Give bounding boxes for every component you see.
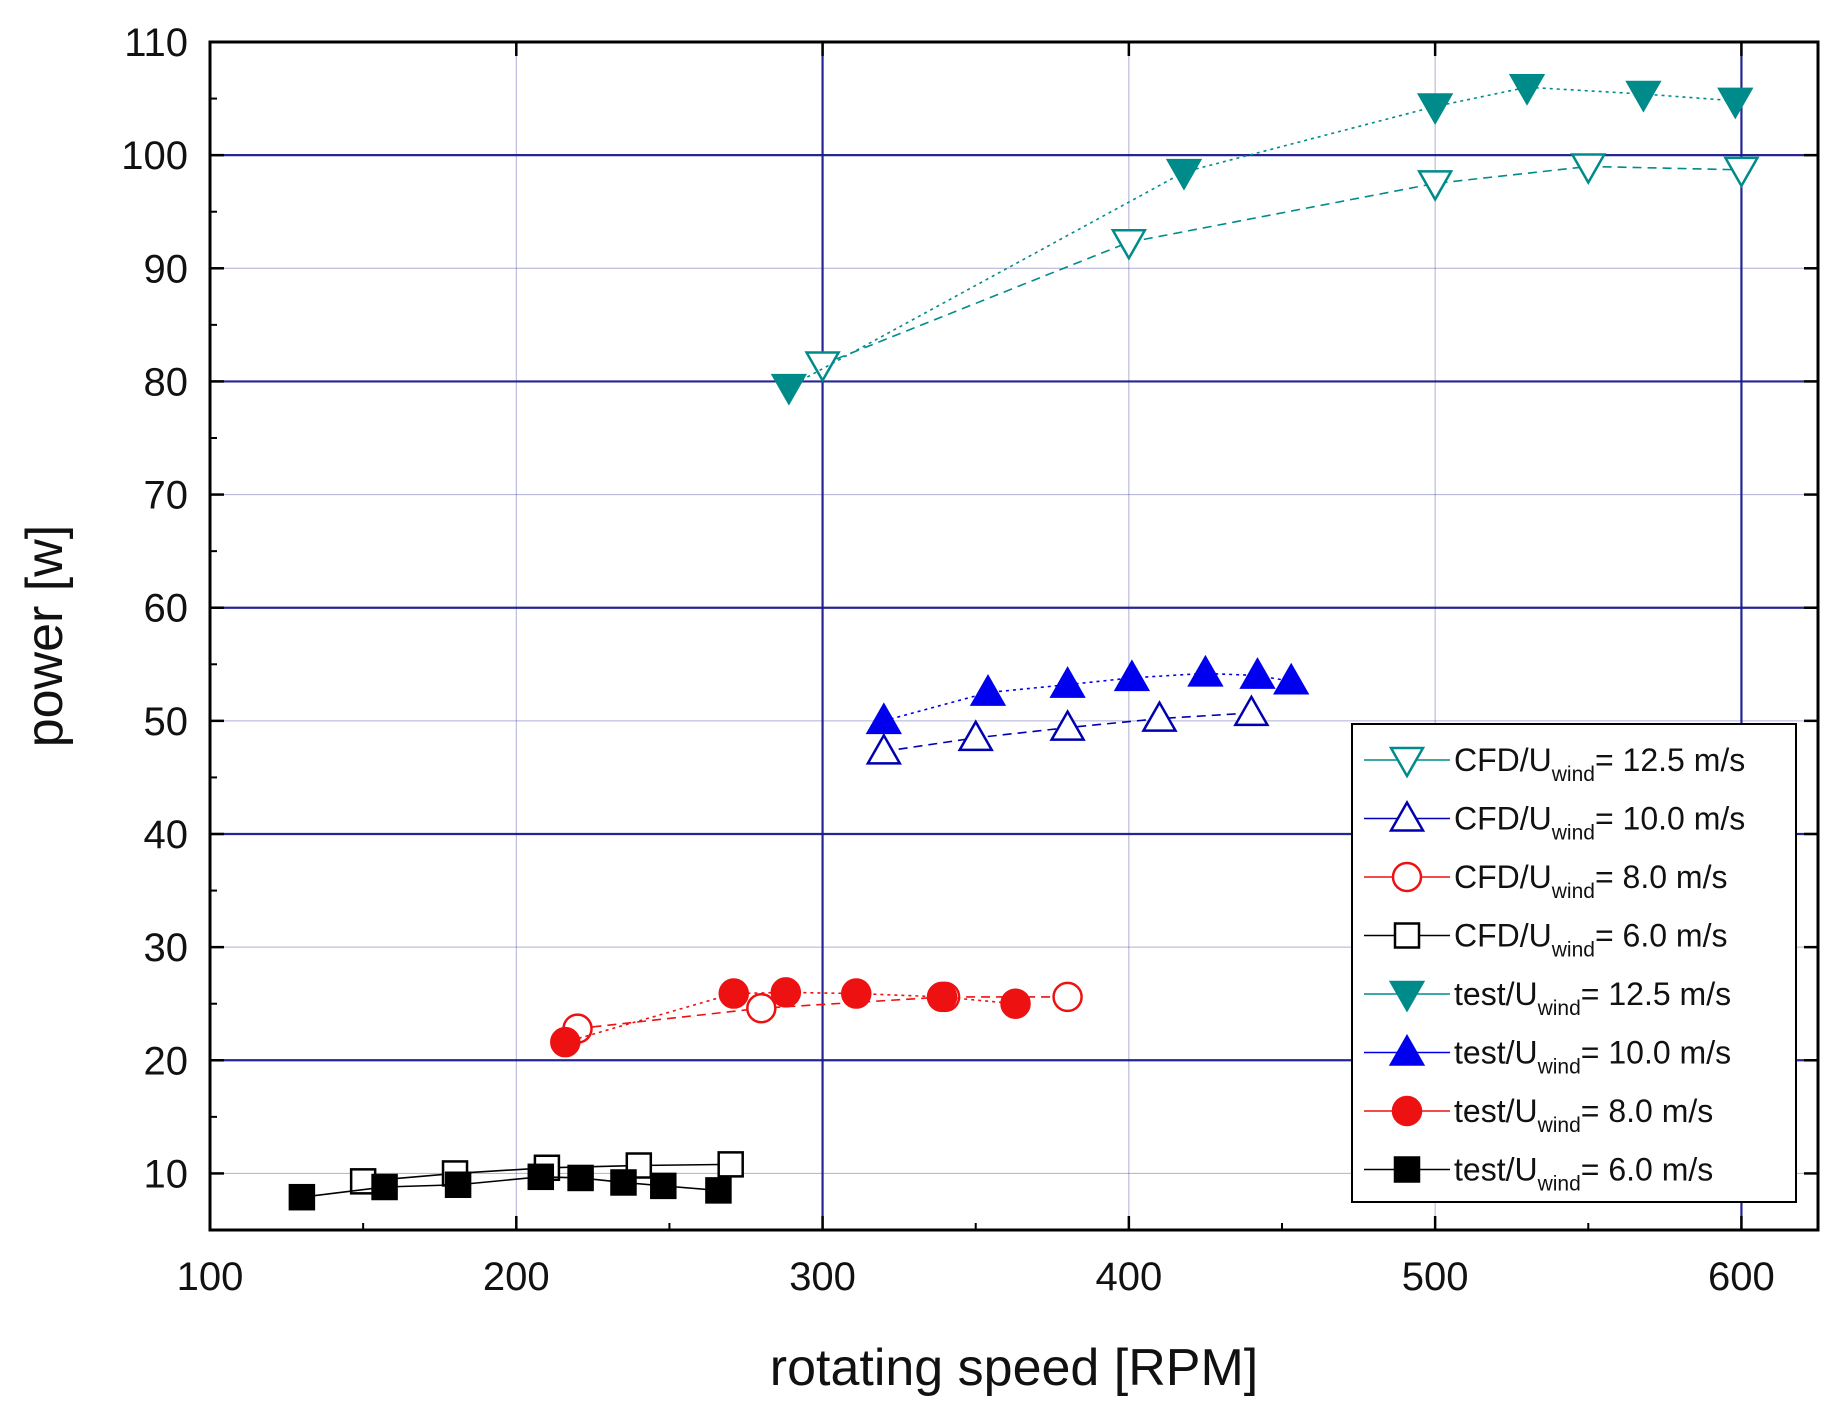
data-point [1000,988,1031,1019]
series-line [822,165,1742,366]
data-point [865,732,902,765]
x-tick-label: 400 [1095,1255,1162,1299]
legend-marker [1388,799,1426,832]
legend-entry: test/Uwind= 8.0 m/s [1364,1093,1713,1137]
legend-entry: test/Uwind= 12.5 m/s [1364,976,1731,1020]
data-point [1273,662,1310,695]
legend-entry: test/Uwind= 10.0 m/s [1364,1033,1731,1079]
data-point [1049,709,1086,741]
legend-marker [1388,980,1426,1013]
legend-entry: CFD/Uwind= 8.0 m/s [1364,859,1727,903]
legend-box [1351,723,1797,1203]
legend-label: CFD/Uwind= 6.0 m/s [1454,918,1727,962]
legend: CFD/Uwind= 12.5 m/s CFD/Uwind= 10.0 m/s CF… [1351,723,1797,1203]
legend-marker [1388,1033,1426,1066]
data-point [550,1026,581,1058]
data-point [1113,659,1151,692]
y-tick-label: 60 [144,587,189,631]
series-0 [804,153,1760,383]
series-layer [288,74,1760,1211]
legend-label: test/Uwind= 12.5 m/s [1454,976,1731,1020]
data-point [1187,654,1224,687]
series-6 [550,977,1031,1058]
data-point [650,1172,677,1200]
data-point [770,977,802,1008]
x-tick-label: 600 [1708,1255,1775,1299]
data-point [610,1169,637,1196]
legend-label: test/Uwind= 10.0 m/s [1454,1035,1731,1079]
ticks-layer: 100 200 300 400 500 600 10 20 30 40 50 60 70 80 90 100 1… [121,21,1818,1299]
x-tick-label: 200 [483,1255,550,1299]
data-point [1110,229,1148,261]
data-point [527,1163,555,1191]
y-tick-label: 30 [144,926,189,970]
data-point [371,1173,398,1201]
data-point [1233,694,1270,727]
legend-label: test/Uwind= 6.0 m/s [1454,1152,1713,1196]
legend-label: CFD/Uwind= 12.5 m/s [1454,742,1745,786]
legend-entry: CFD/Uwind= 12.5 m/s [1364,742,1745,786]
series-line [788,86,1736,388]
legend-marker [1393,1156,1421,1183]
data-point [957,719,994,752]
y-tick-label: 70 [144,474,189,518]
data-point [1239,657,1276,689]
data-point [1416,93,1454,126]
plot-frame [208,40,1820,1232]
data-point [865,702,902,735]
y-tick-label: 110 [124,21,188,65]
y-tick-label: 40 [144,813,189,857]
y-tick-label: 10 [144,1152,189,1196]
legend-label: test/Uwind= 8.0 m/s [1454,1093,1713,1137]
legend-entry: CFD/Uwind= 6.0 m/s [1364,918,1727,962]
data-point [746,992,777,1024]
data-point [1416,170,1454,202]
data-point [288,1183,316,1211]
series-5 [865,654,1310,735]
legend-marker [1393,922,1421,949]
legend-label: CFD/Uwind= 10.0 m/s [1454,801,1745,845]
legend-marker [1391,1095,1423,1127]
data-point [1141,700,1178,732]
data-point [1570,153,1607,185]
x-tick-label: 300 [789,1255,856,1299]
data-point [1717,87,1754,120]
y-tick-label: 90 [144,247,189,291]
data-point [444,1171,472,1198]
y-tick-label: 50 [144,700,189,744]
data-point [1508,74,1546,106]
data-point [1625,80,1662,113]
legend-marker [1388,746,1426,779]
data-point [804,351,841,383]
data-point [705,1177,732,1204]
data-point [770,373,808,406]
legend-entry: test/Uwind= 6.0 m/s [1364,1152,1713,1196]
x-axis-title: rotating speed [RPM] [770,1339,1258,1397]
x-tick-label: 500 [1402,1255,1469,1299]
y-axis-title: power [w] [16,525,74,748]
y-tick-label: 100 [121,134,188,178]
data-point [717,1151,744,1178]
data-point [1052,981,1083,1013]
data-point [718,978,749,1009]
data-point [1049,666,1086,698]
data-point [1723,156,1760,189]
data-point [841,978,872,1009]
data-point [1165,158,1203,191]
legend-marker [1391,861,1423,893]
x-tick-label: 100 [177,1255,244,1299]
series-1 [865,694,1270,765]
y-tick-label: 80 [144,360,189,404]
data-point [567,1164,594,1192]
series-4 [770,74,1754,406]
y-tick-label: 20 [144,1039,189,1083]
legend-entry: CFD/Uwind= 10.0 m/s [1364,799,1745,845]
data-point [926,981,958,1013]
legend-label: CFD/Uwind= 8.0 m/s [1454,859,1727,903]
series-7 [288,1163,732,1211]
data-point [969,674,1007,706]
